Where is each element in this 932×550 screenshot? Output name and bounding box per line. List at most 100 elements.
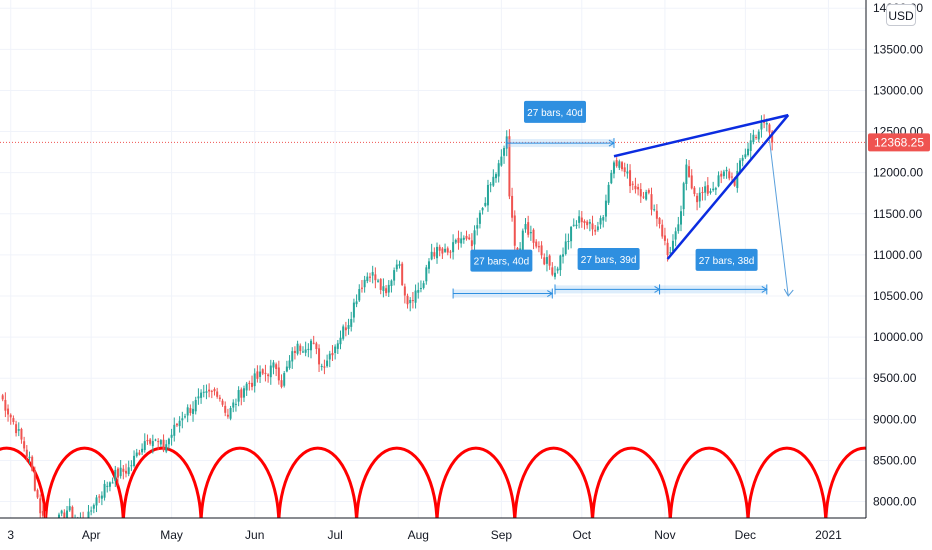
candle-body [521,230,524,251]
candle-body [229,407,232,419]
date-range-annotations [452,138,768,299]
candle-body [527,222,530,235]
candle-body [511,195,514,218]
candle-body [189,408,192,414]
candle-body [720,173,723,177]
candle-body [213,389,216,392]
candle-body [763,121,766,123]
candle-body [438,246,441,251]
candle-body [591,223,594,230]
candle-body [315,343,318,350]
candle-body [607,184,610,203]
candle-body [749,140,752,151]
candle-body [66,510,69,520]
candle-body [398,264,401,266]
candle-body [366,276,369,282]
candle-body [645,191,648,200]
candle-body [395,264,398,270]
candle-body [503,147,506,156]
candle-body [90,510,93,512]
cycle-arc [746,446,828,525]
candle-body [288,360,291,369]
candle-body [248,382,251,384]
candle-body [173,424,176,436]
candle-body [245,383,248,391]
candle-body [741,157,744,161]
candle-body [537,246,540,248]
candle-body [666,242,669,255]
candle-body [175,423,178,426]
candle-body [548,255,551,266]
candle-body [677,224,680,232]
candle-body [409,299,412,304]
candle-body [326,360,329,367]
candles [1,114,774,541]
candle-body [642,196,645,198]
candle-body [468,237,471,240]
candle-body [186,407,189,416]
candle-body [425,267,428,282]
candle-body [71,506,74,519]
candle-body [216,391,219,397]
candle-body [658,217,661,225]
currency-button[interactable]: USD [886,4,916,26]
candle-body [237,390,240,402]
date-range-arrow [547,290,554,297]
candle-body [382,286,385,291]
candle-body [733,179,736,186]
range-callouts: 27 bars, 40d 27 bars, 40d 27 bars, 39d 27 b… [470,100,758,272]
cycle-arc [355,446,439,525]
candle-body [722,171,725,177]
candle-body [331,353,334,356]
candle-body [495,174,498,179]
candle-body [119,467,122,477]
candle-body [417,289,420,293]
candle-body [39,498,42,514]
range-callout-box [523,100,586,123]
price-axis[interactable] [866,0,932,518]
candle-body [178,420,181,427]
cycle-arcs [0,446,906,525]
candle-body [221,400,224,405]
candle-body [744,154,747,158]
candle-body [385,288,388,294]
candle-body [457,237,460,243]
candle-body [725,169,728,172]
candle-body [682,183,685,210]
candle-body [31,456,34,471]
candle-body [444,248,447,252]
candle-body [277,367,280,381]
candle-body [760,123,763,130]
candle-body [334,346,337,354]
cycle-arc [435,446,517,525]
cycle-arc [121,446,203,525]
candle-body [68,506,71,511]
candle-body [130,465,133,467]
candle-body [580,217,583,223]
candle-body [226,414,229,417]
candle-body [747,148,750,156]
candle-body [162,439,165,451]
price-axis-ticks: 8000.00 8500.00 9000.00 9500.00 10000.00 1050… [873,1,923,508]
candle-body [696,195,699,203]
candle-body [562,254,565,257]
last-price-label: 12368.25 [874,135,924,149]
candle-body [15,424,18,434]
time-tick-label: Oct [572,528,591,542]
candle-body [403,286,406,296]
candle-body [251,382,254,387]
time-axis[interactable] [0,518,932,550]
candle-body [280,380,283,387]
candle-body [208,389,211,392]
candle-body [264,372,267,374]
candle-body [714,188,717,190]
candle-body [717,175,720,187]
candle-body [339,337,342,345]
time-tick-label: Nov [654,528,675,542]
candle-body [556,268,559,271]
candle-body [473,230,476,245]
candle-body [232,402,235,408]
candle-body [63,512,66,519]
time-tick-label: Jun [245,528,264,542]
